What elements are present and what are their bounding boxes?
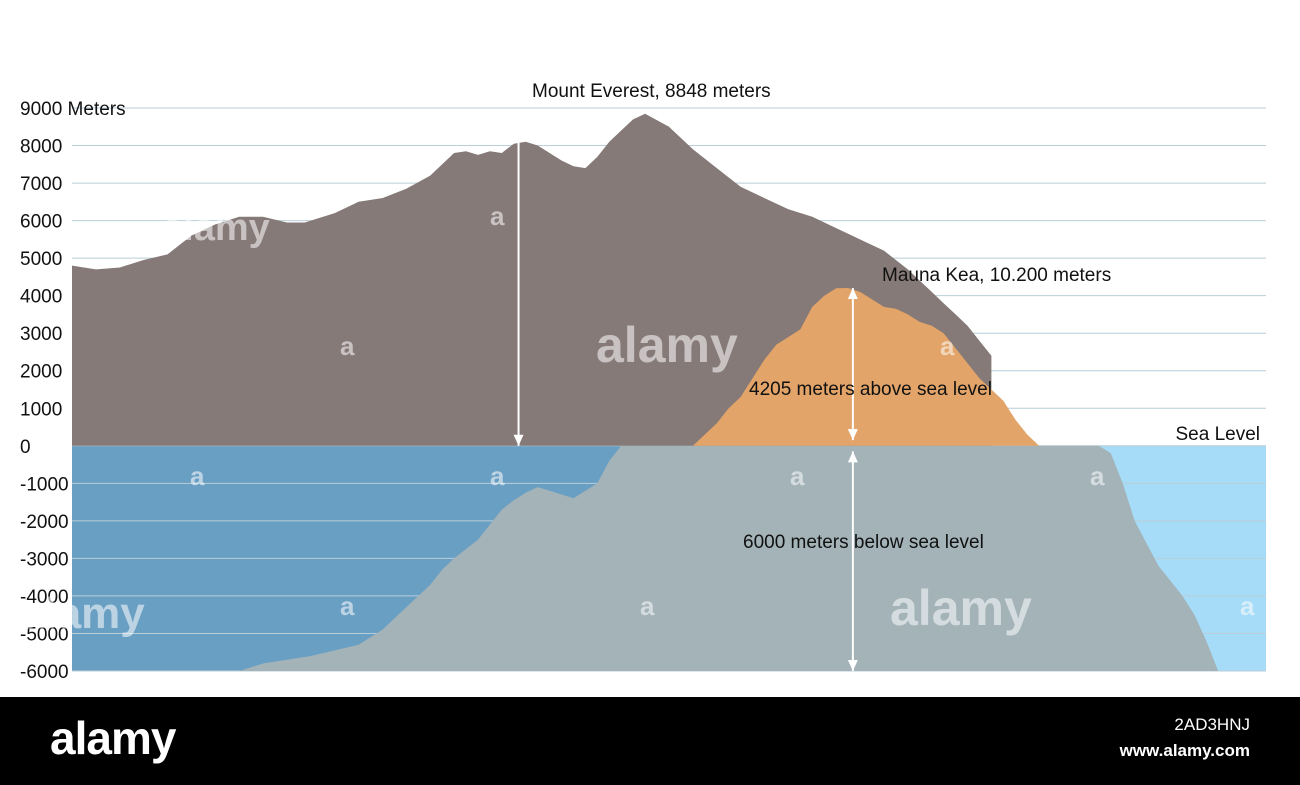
y-tick-label: 1000	[20, 399, 62, 420]
watermark-layer: alamy alamy alamy alamy a a a a a a a a …	[20, 201, 1255, 638]
y-tick-label: -4000	[20, 587, 69, 608]
watermark-large: alamy	[20, 589, 145, 638]
y-tick-label: -3000	[20, 549, 69, 570]
annotation-mauna-kea: Mauna Kea, 10.200 meters	[882, 265, 1111, 286]
annotations-layer: Mount Everest, 8848 meters Mauna Kea, 10…	[532, 81, 1260, 553]
watermark-small: a	[340, 591, 355, 621]
watermark-small: a	[1240, 591, 1255, 621]
annotation-everest: Mount Everest, 8848 meters	[532, 81, 771, 102]
y-tick-label: 6000	[20, 212, 62, 233]
watermark-large: alamy	[596, 317, 738, 373]
y-tick-label: 9000 Meters	[20, 99, 126, 120]
y-tick-label: -2000	[20, 512, 69, 533]
watermark-small: a	[490, 461, 505, 491]
mountain-everest	[72, 113, 992, 446]
elevation-chart: 9000 Meters 8000 7000 6000 5000 4000 3000 2000 1…	[20, 81, 1266, 683]
sea-level-label: Sea Level	[1175, 424, 1260, 445]
mountains-layer	[72, 113, 1219, 671]
annotation-above-sea-level: 4205 meters above sea level	[749, 379, 992, 400]
arrow-everest-height	[513, 113, 524, 446]
watermark-small: a	[640, 591, 655, 621]
y-tick-label: 0	[20, 437, 31, 458]
watermark-small: a	[940, 331, 955, 361]
y-axis-tick-labels: 9000 Meters 8000 7000 6000 5000 4000 3000 2000 1…	[20, 99, 126, 683]
footer-logo: alamy	[50, 712, 176, 764]
footer-url: www.alamy.com	[1119, 741, 1250, 760]
watermark-small: a	[1090, 461, 1105, 491]
y-tick-label: 8000	[20, 137, 62, 158]
mountain-mauna-kea-below	[239, 445, 1219, 671]
arrow-mauna-kea-above	[847, 287, 858, 441]
footer-bar: alamy 2AD3HNJ www.alamy.com	[0, 697, 1300, 785]
arrow-mauna-kea-below	[847, 451, 858, 671]
watermark-small: a	[340, 331, 355, 361]
y-tick-label: 7000	[20, 174, 62, 195]
y-tick-label: -5000	[20, 624, 69, 645]
y-tick-label: -1000	[20, 474, 69, 495]
y-tick-label: 3000	[20, 324, 62, 345]
watermark-small: a	[790, 461, 805, 491]
y-tick-label: 4000	[20, 287, 62, 308]
watermark-small: a	[490, 201, 505, 231]
watermark-large: alamy	[162, 207, 270, 249]
watermark-large: alamy	[890, 580, 1032, 636]
y-tick-label: 5000	[20, 249, 62, 270]
y-tick-label: 2000	[20, 362, 62, 383]
y-tick-label: -6000	[20, 662, 69, 683]
footer-image-id: 2AD3HNJ	[1174, 715, 1250, 734]
watermark-small: a	[190, 461, 205, 491]
arrows-layer	[513, 113, 858, 671]
mountain-mauna-kea-above	[669, 288, 1159, 446]
annotation-below-sea-level: 6000 meters below sea level	[743, 532, 984, 553]
